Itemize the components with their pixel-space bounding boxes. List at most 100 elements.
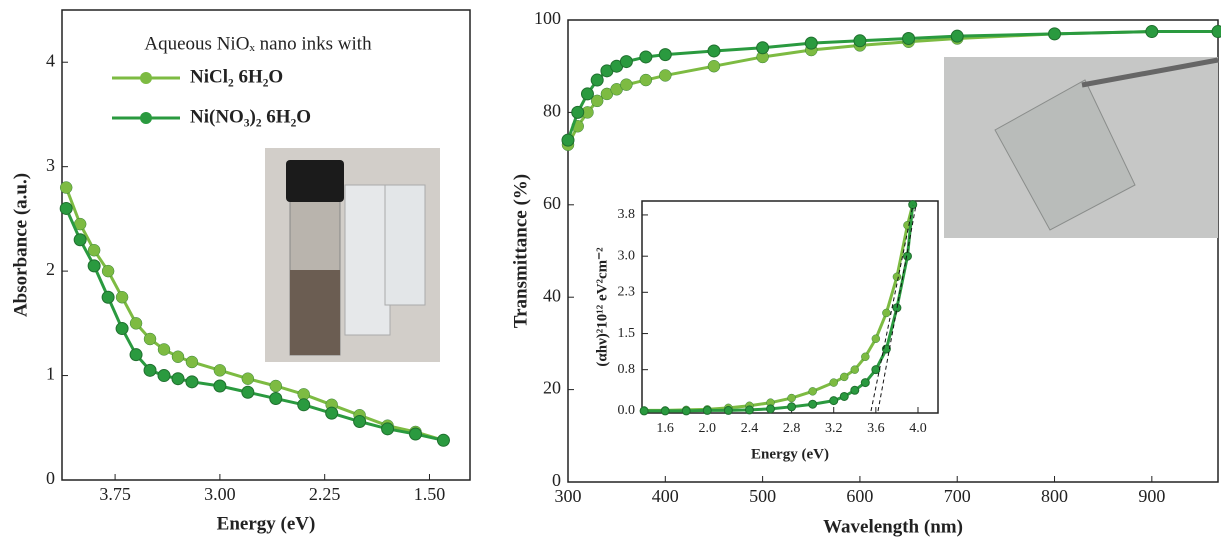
y-tick-label: 3 — [46, 155, 55, 175]
y-tick-label: 4 — [46, 50, 55, 70]
x-tick-label: 3.75 — [99, 484, 131, 504]
data-point — [115, 322, 129, 336]
x-tick-label: 4.0 — [909, 421, 927, 436]
data-point — [1048, 27, 1062, 41]
x-axis-label: Wavelength (nm) — [823, 516, 963, 537]
vial-cap — [286, 160, 344, 202]
data-point — [59, 181, 73, 194]
data-point — [950, 29, 964, 43]
data-point — [115, 291, 129, 304]
x-tick-label: 1.6 — [656, 421, 674, 436]
data-point — [853, 34, 867, 48]
data-point — [659, 69, 672, 82]
y-tick-label: 3.8 — [618, 207, 636, 222]
data-point — [143, 332, 157, 346]
data-point — [787, 393, 796, 403]
legend-title: Aqueous NiOₓ nano inks with — [144, 33, 372, 54]
data-point — [157, 369, 171, 383]
data-point — [269, 392, 283, 406]
data-point — [639, 50, 653, 64]
data-point — [619, 55, 633, 69]
legend-marker — [140, 72, 152, 84]
legend-marker — [140, 112, 152, 124]
x-tick-label: 2.25 — [309, 484, 341, 504]
tweezers — [1081, 57, 1219, 88]
x-tick-label: 2.8 — [783, 421, 801, 436]
data-point — [353, 415, 367, 429]
data-point — [241, 385, 255, 399]
data-point — [571, 105, 585, 119]
legend-label: Ni(NO₃)₂ 6H₂O — [190, 106, 311, 127]
data-point — [707, 59, 721, 73]
vial — [344, 184, 391, 336]
data-point — [269, 379, 282, 393]
data-point — [871, 334, 881, 343]
data-point — [892, 272, 902, 282]
y-axis-label: Absorbance (a.u.) — [10, 173, 31, 317]
tangent-line — [870, 204, 914, 412]
data-point — [861, 352, 870, 361]
photos — [265, 57, 1219, 412]
data-point — [325, 406, 339, 420]
data-point — [101, 290, 115, 304]
data-point — [804, 36, 818, 50]
y-tick-label: 3.0 — [618, 248, 636, 263]
data-point — [87, 259, 101, 273]
data-point — [840, 372, 849, 382]
x-tick-label: 800 — [1041, 486, 1068, 506]
x-tick-label: 900 — [1138, 486, 1165, 506]
data-point — [129, 317, 143, 330]
y-tick-label: 2 — [46, 259, 55, 279]
vial — [384, 184, 426, 306]
data-point — [658, 48, 672, 62]
y-tick-label: 40 — [543, 285, 561, 305]
data-point — [871, 365, 881, 375]
data-point — [101, 264, 115, 278]
x-tick-label: 500 — [749, 486, 776, 506]
y-tick-label: 2.3 — [618, 285, 636, 300]
data-point — [561, 133, 575, 147]
legend-label: NiCl₂ 6H₂O — [190, 66, 283, 87]
x-tick-label: 700 — [944, 486, 971, 506]
data-point — [381, 422, 395, 436]
data-point — [639, 73, 653, 87]
y-axis-label: (αhν)²10¹² eV²cm⁻² — [594, 247, 610, 367]
data-point — [808, 387, 817, 396]
x-tick-label: 3.00 — [204, 484, 236, 504]
y-tick-label: 1 — [46, 364, 55, 384]
y-tick-label: 1.5 — [618, 326, 636, 341]
data-point — [882, 308, 891, 318]
data-point — [702, 405, 712, 415]
data-point — [766, 404, 776, 414]
y-tick-label: 100 — [534, 8, 561, 28]
data-point — [744, 405, 754, 415]
data-point — [171, 372, 185, 386]
data-point — [241, 372, 255, 385]
data-point — [409, 427, 423, 441]
x-tick-label: 3.6 — [867, 421, 885, 436]
data-point — [660, 406, 670, 416]
y-tick-label: 0.0 — [618, 403, 636, 418]
data-point — [1211, 25, 1221, 39]
data-point — [908, 200, 918, 210]
data-point — [185, 375, 199, 389]
data-point — [829, 396, 839, 406]
data-point — [297, 398, 311, 412]
y-tick-label: 80 — [543, 101, 561, 121]
data-point — [1145, 25, 1159, 39]
data-point — [707, 44, 721, 58]
data-point — [808, 399, 818, 409]
data-point — [892, 303, 902, 313]
data-point — [87, 244, 101, 257]
data-point — [902, 251, 912, 261]
data-point — [157, 343, 171, 356]
y-tick-label: 60 — [543, 193, 561, 213]
ink — [290, 270, 340, 355]
x-tick-label: 2.0 — [699, 421, 717, 436]
data-point — [590, 73, 604, 87]
x-tick-label: 300 — [555, 486, 582, 506]
data-point — [829, 378, 838, 387]
y-axis-label: Transmittance (%) — [510, 174, 531, 328]
